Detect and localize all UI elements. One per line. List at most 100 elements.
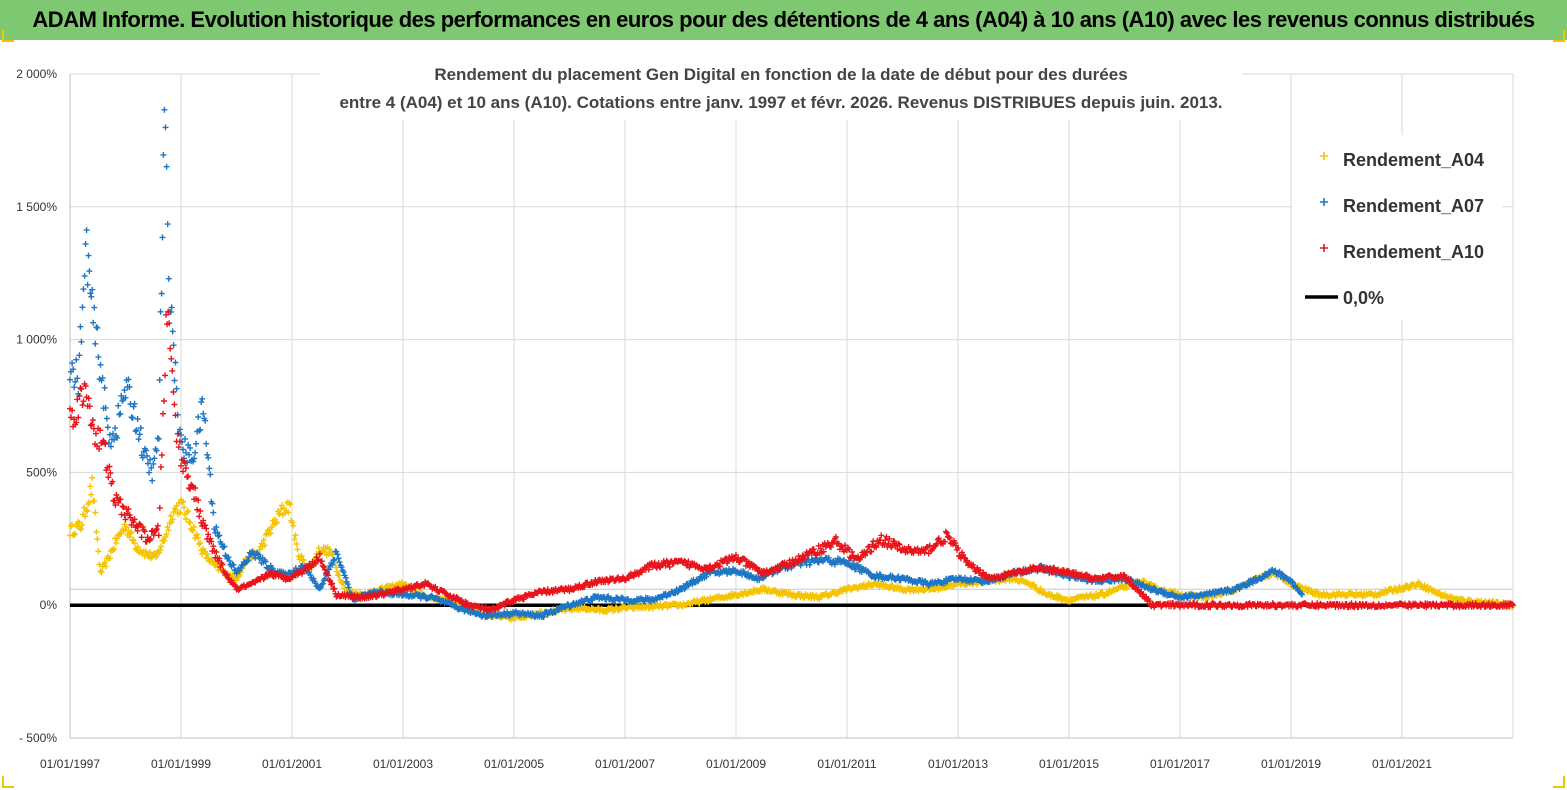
data-point	[195, 414, 202, 420]
data-point	[143, 447, 149, 454]
data-point	[282, 570, 289, 577]
data-point	[134, 416, 141, 422]
data-point	[72, 378, 79, 385]
data-point	[206, 465, 213, 472]
data-point	[117, 410, 124, 417]
x-tick-label: 01/01/2011	[817, 757, 876, 771]
data-point	[95, 354, 102, 361]
data-point	[93, 430, 99, 437]
data-point	[103, 415, 110, 422]
data-point	[99, 374, 106, 381]
data-point	[941, 538, 948, 545]
data-point	[980, 569, 987, 576]
y-tick-label: 1 500%	[16, 200, 57, 214]
data-point	[75, 518, 82, 525]
data-point	[101, 559, 108, 566]
data-point	[174, 430, 181, 437]
data-point	[491, 606, 498, 613]
data-point	[192, 449, 199, 456]
data-point	[1151, 585, 1158, 592]
x-tick-label: 01/01/2015	[1039, 757, 1099, 771]
data-point	[125, 376, 132, 383]
data-point	[106, 431, 113, 438]
data-point	[106, 555, 113, 562]
data-point	[79, 522, 86, 528]
x-tick-label: 01/01/2009	[706, 757, 766, 771]
data-point	[589, 597, 596, 604]
data-point	[197, 539, 204, 546]
series-layer	[67, 106, 1516, 623]
data-point	[94, 536, 101, 543]
series-A10	[67, 308, 1516, 615]
data-point	[172, 506, 179, 513]
data-point	[820, 548, 827, 555]
data-point	[943, 530, 950, 536]
data-point	[645, 566, 652, 573]
data-point	[581, 583, 588, 590]
data-point	[935, 535, 942, 542]
data-point	[165, 275, 172, 282]
data-point	[166, 320, 173, 327]
data-point	[107, 470, 114, 476]
data-point	[81, 272, 88, 279]
axis-labels: 2 000% 1 500% 1 000% 500% 0% - 500% 01/01/1997…	[16, 67, 1432, 771]
data-point	[714, 560, 721, 567]
data-point	[868, 548, 875, 555]
data-point	[160, 410, 166, 417]
data-point	[964, 557, 971, 564]
data-point	[326, 577, 333, 584]
data-point	[221, 543, 228, 550]
data-point	[163, 311, 170, 318]
data-point	[133, 427, 140, 434]
data-point	[192, 485, 199, 491]
data-point	[199, 395, 206, 402]
data-point	[895, 540, 902, 547]
data-point	[717, 563, 724, 570]
data-point	[740, 568, 747, 575]
data-point	[853, 561, 860, 568]
data-point	[97, 568, 104, 575]
data-point	[1055, 592, 1062, 599]
data-point	[196, 513, 203, 520]
data-point	[92, 340, 99, 347]
data-point	[178, 431, 184, 438]
data-point	[159, 234, 166, 241]
data-point	[149, 477, 156, 484]
data-point	[808, 550, 815, 557]
data-point	[177, 509, 183, 516]
data-point	[87, 422, 94, 429]
data-point	[96, 445, 103, 452]
data-point	[97, 361, 104, 368]
data-point	[102, 404, 109, 411]
data-point	[146, 549, 153, 556]
data-point	[169, 328, 176, 335]
data-point	[216, 532, 223, 539]
data-point	[163, 163, 170, 170]
data-point	[1037, 585, 1044, 592]
data-point	[603, 609, 610, 616]
data-point	[320, 564, 327, 570]
data-point	[318, 581, 325, 588]
data-point	[268, 565, 275, 572]
data-point	[134, 544, 141, 550]
data-point	[1401, 586, 1408, 593]
data-point	[209, 500, 216, 507]
data-point	[926, 542, 933, 549]
data-point	[148, 464, 155, 471]
data-point	[231, 581, 238, 588]
chart-title-box: Rendement du placement Gen Digital en fo…	[320, 50, 1242, 120]
data-point	[326, 546, 333, 553]
data-point	[287, 501, 294, 508]
data-point	[1123, 585, 1130, 591]
data-point	[160, 151, 167, 158]
data-point	[219, 561, 226, 568]
data-point	[86, 499, 93, 506]
data-point	[319, 580, 326, 587]
data-point	[817, 545, 824, 552]
data-point	[93, 528, 100, 535]
data-point	[77, 323, 84, 330]
data-point	[78, 526, 85, 533]
data-point	[145, 460, 151, 467]
data-point	[195, 497, 202, 504]
data-point	[331, 585, 338, 592]
